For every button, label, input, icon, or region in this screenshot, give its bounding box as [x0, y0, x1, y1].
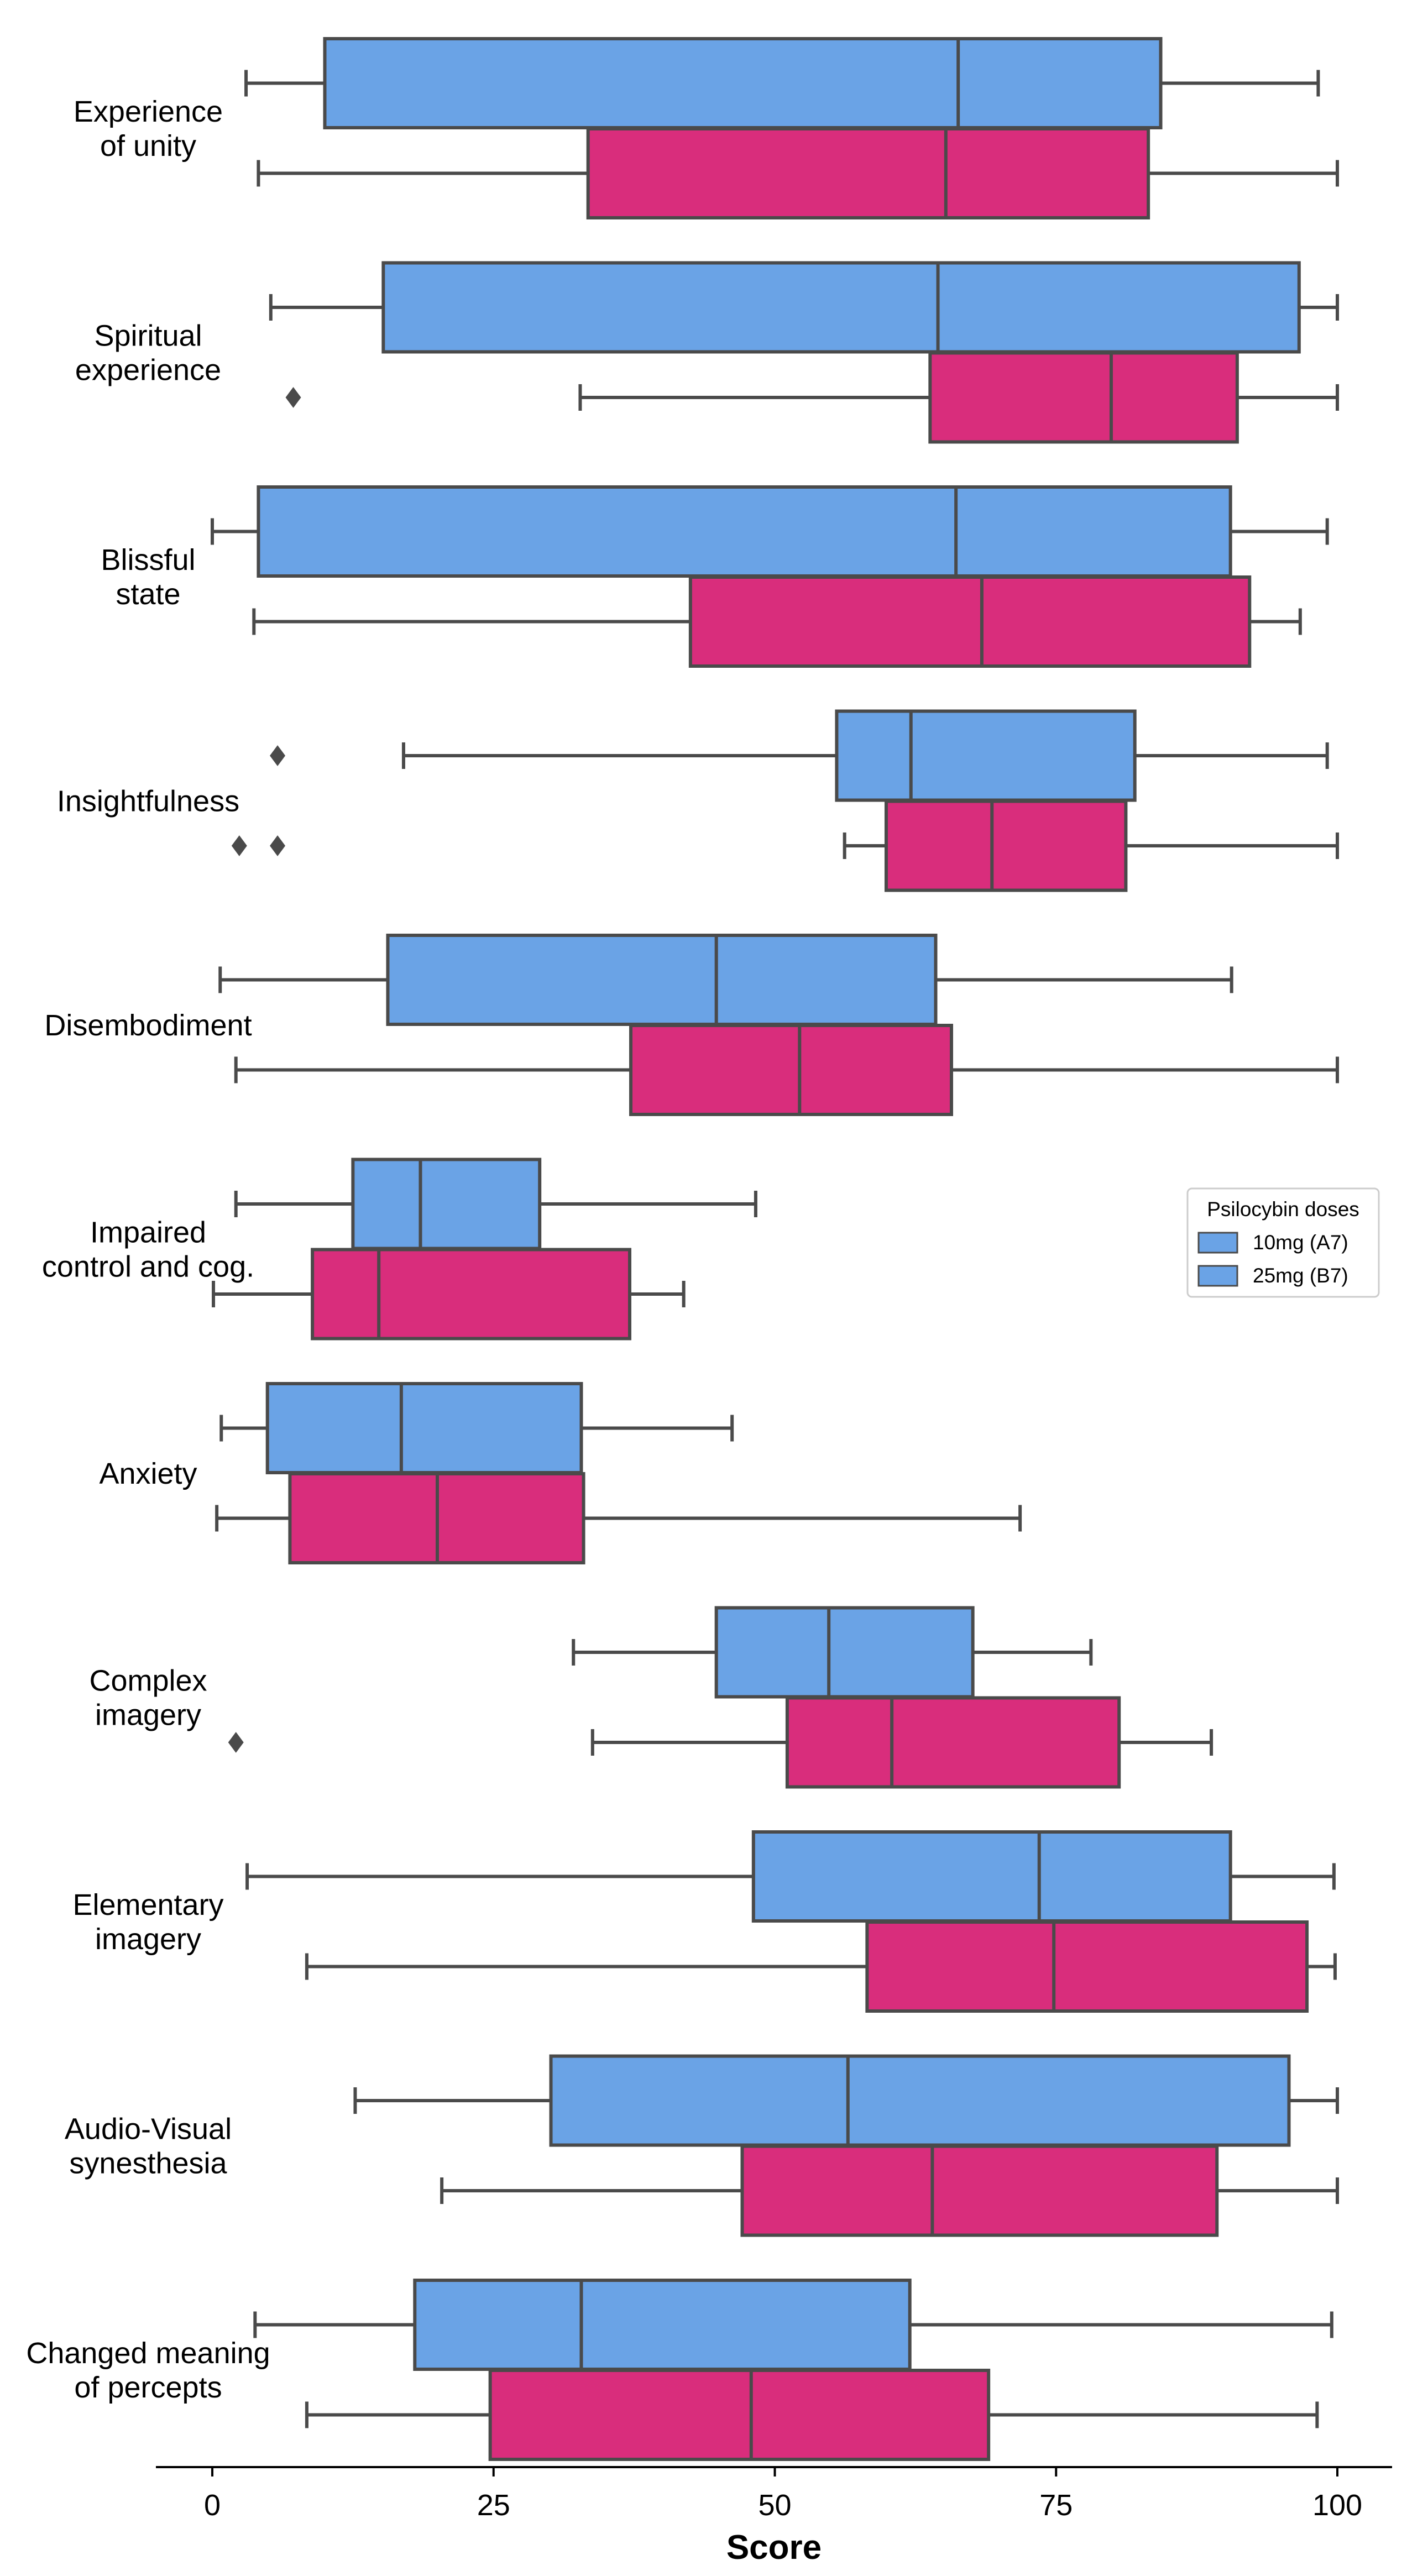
- box: [488, 2369, 991, 2461]
- x-axis-label: Score: [726, 2528, 822, 2567]
- x-tick-label: 100: [1312, 2489, 1362, 2522]
- box-group: [245, 1830, 1336, 1923]
- box: [381, 261, 1301, 354]
- box: [413, 2279, 912, 2371]
- box-group: [253, 2279, 1333, 2371]
- legend-entry-label: 25mg (B7): [1253, 1264, 1348, 1287]
- x-tick-label: 75: [1039, 2489, 1073, 2522]
- outlier-marker: [270, 745, 286, 766]
- x-tick-label: 25: [477, 2489, 510, 2522]
- outlier-marker: [270, 835, 286, 856]
- box-group: [353, 2054, 1339, 2147]
- legend: Psilocybin doses 10mg (A7) 25mg (B7): [1186, 1187, 1380, 1298]
- box: [265, 1382, 583, 1474]
- box: [751, 1830, 1232, 1923]
- box: [835, 709, 1137, 802]
- box-group: [244, 37, 1320, 129]
- category-label: Spiritual experience: [75, 320, 221, 387]
- outlier-marker: [228, 1732, 244, 1753]
- category-labels-layer: Experience of unity Spiritual experience Bli…: [26, 95, 270, 2404]
- box: [928, 351, 1239, 444]
- category-label: Impaired control and cog.: [42, 1216, 254, 1284]
- box: [714, 1606, 975, 1699]
- box: [311, 1248, 631, 1341]
- box-group: [219, 1382, 734, 1474]
- boxes-layer: [211, 37, 1339, 2461]
- box-group: [305, 1920, 1337, 2013]
- box: [386, 934, 938, 1026]
- category-label: Blissful state: [101, 543, 195, 611]
- category-label: Changed meaning of percepts: [26, 2337, 270, 2404]
- box-group: [572, 1606, 1093, 1699]
- legend-title: Psilocybin doses: [1207, 1198, 1359, 1221]
- category-label: Anxiety: [99, 1457, 197, 1490]
- legend-swatch: [1197, 1265, 1238, 1287]
- legend-entry-label: 10mg (A7): [1253, 1231, 1348, 1254]
- box-group: [285, 351, 1339, 444]
- box-group: [234, 1024, 1339, 1116]
- box-group: [270, 709, 1329, 802]
- category-label: Experience of unity: [74, 95, 223, 163]
- box-group: [231, 799, 1339, 892]
- box: [785, 1696, 1121, 1789]
- box-group: [252, 575, 1302, 668]
- box-group: [218, 934, 1233, 1026]
- box-group: [305, 2369, 1319, 2461]
- box: [323, 37, 1163, 129]
- box: [884, 799, 1128, 892]
- category-label: Complex imagery: [89, 1664, 207, 1732]
- category-label: Elementary imagery: [72, 1888, 223, 1956]
- box: [549, 2054, 1291, 2147]
- box-group: [215, 1472, 1022, 1564]
- category-label: Disembodiment: [44, 1009, 252, 1042]
- box-group: [234, 1158, 757, 1250]
- box: [351, 1158, 542, 1250]
- box-group: [257, 127, 1339, 219]
- box-group: [440, 2144, 1339, 2237]
- x-axis: 0 25 50 75 100 Score: [156, 2466, 1392, 2567]
- box-group: [228, 1696, 1214, 1789]
- box: [865, 1920, 1309, 2013]
- box-group: [211, 485, 1329, 578]
- outlier-marker: [285, 387, 301, 408]
- x-tick-label: 0: [204, 2489, 221, 2522]
- box: [688, 575, 1252, 668]
- box-group: [212, 1248, 686, 1341]
- legend-swatch: [1197, 1232, 1238, 1254]
- outlier-marker: [231, 835, 247, 856]
- category-label: Audio-Visual synesthesia: [65, 2113, 232, 2180]
- box: [257, 485, 1232, 578]
- box: [629, 1024, 953, 1116]
- box: [586, 127, 1150, 219]
- x-tick-label: 50: [758, 2489, 791, 2522]
- box: [740, 2144, 1219, 2237]
- box-group: [269, 261, 1339, 354]
- category-label: Insightfulness: [57, 785, 239, 818]
